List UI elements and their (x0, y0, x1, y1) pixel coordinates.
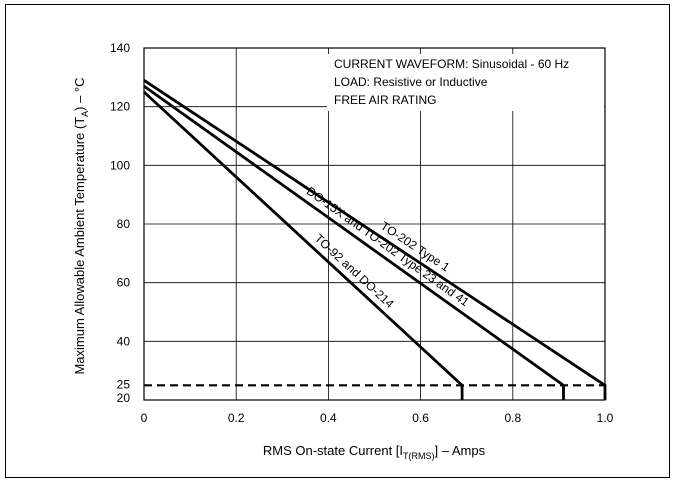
x-tick-label: 1.0 (597, 411, 614, 425)
annotation-line-1: CURRENT WAVEFORM: Sinusoidal - 60 Hz (334, 57, 569, 71)
annotation-box (327, 54, 604, 111)
annotation-line-2: LOAD: Resistive or Inductive (334, 75, 488, 89)
x-tick-label: 0 (141, 411, 148, 425)
y-tick-label: 80 (117, 217, 131, 231)
x-tick-label: 0.4 (320, 411, 337, 425)
x-tick-label: 0.2 (228, 411, 245, 425)
curve-labels: TO-202 Type 1DO-15X and TO-202 Type 23 a… (304, 184, 472, 311)
series-line-3 (143, 90, 464, 400)
y-tick-label: 140 (110, 41, 130, 55)
y-tick-label: 100 (110, 158, 130, 172)
y-tick-label: 20 (117, 391, 131, 405)
x-tick-label: 0.8 (504, 411, 521, 425)
y-tick-label: 120 (110, 100, 130, 114)
y-tick-label: 40 (117, 334, 131, 348)
x-tick-labels: 0 0.2 0.4 0.6 0.8 1.0 (141, 411, 614, 425)
y-tick-label: 25 (117, 377, 131, 391)
plot-area-border (143, 47, 606, 401)
x-tick-label: 0.6 (412, 411, 429, 425)
series-line-2 (143, 84, 565, 400)
y-tick-label: 60 (117, 276, 131, 290)
y-axis-label: Maximum Allowable Ambient Temperature (T… (72, 77, 90, 374)
x-axis-label: RMS On-state Current [IT(RMS)] – Amps (263, 443, 486, 461)
annotation-line-3: FREE AIR RATING (334, 93, 436, 107)
